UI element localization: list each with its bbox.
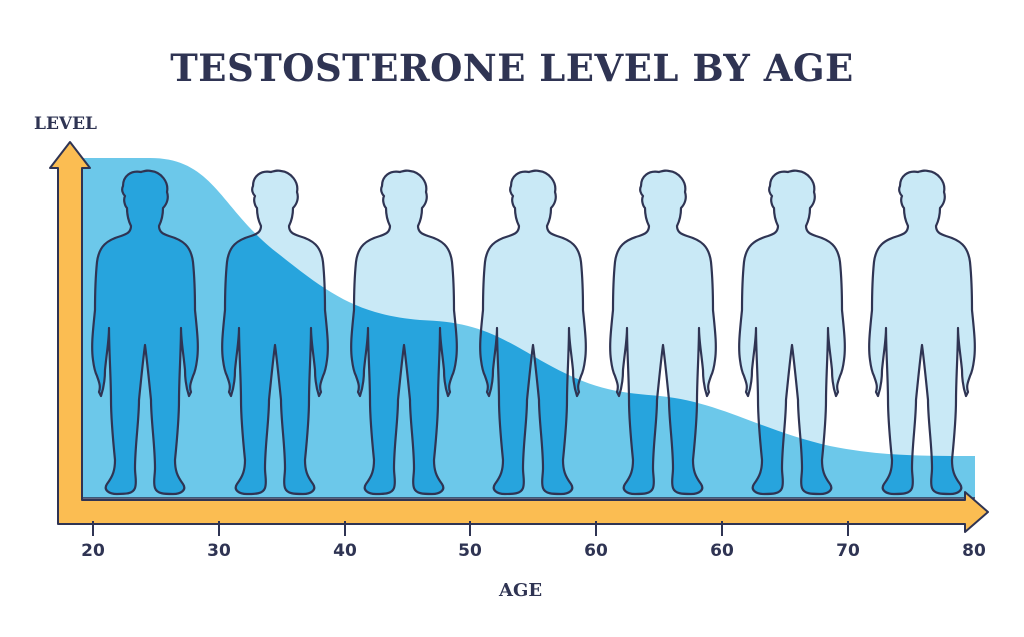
x-tick-label: 20 bbox=[81, 541, 105, 561]
x-tick-label: 30 bbox=[207, 541, 231, 561]
x-tick-label: 40 bbox=[333, 541, 357, 561]
chart-title: TESTOSTERONE LEVEL BY AGE bbox=[170, 46, 854, 90]
axis-arrows bbox=[49, 141, 989, 533]
x-tick-label: 80 bbox=[962, 541, 986, 561]
x-tick-label: 60 bbox=[710, 541, 734, 561]
x-axis-ticks bbox=[92, 521, 849, 536]
x-tick-label: 70 bbox=[836, 541, 860, 561]
x-tick-label: 50 bbox=[458, 541, 482, 561]
x-tick-label: 60 bbox=[584, 541, 608, 561]
y-axis-label: LEVEL bbox=[34, 114, 98, 134]
x-axis-label: AGE bbox=[499, 580, 543, 601]
